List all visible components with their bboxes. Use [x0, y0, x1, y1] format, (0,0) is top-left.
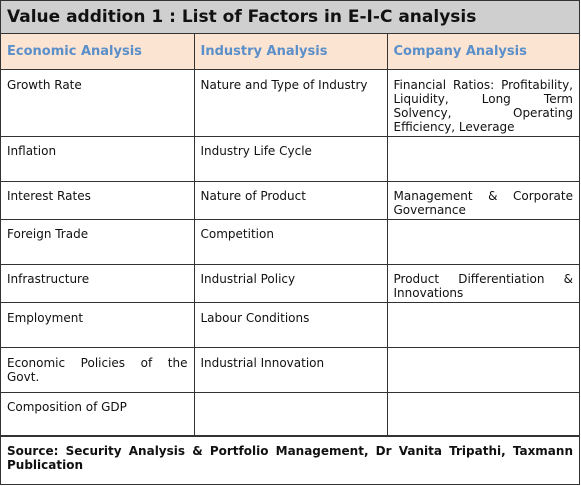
- economic-factor-cell: Inflation: [1, 136, 195, 182]
- source-citation: Source: Security Analysis & Portfolio Ma…: [1, 436, 579, 472]
- table-row: Economic Policies of the Govt. Industria…: [1, 347, 579, 393]
- company-factor-cell: [386, 347, 579, 393]
- company-factor-cell: Financial Ratios: Profitability, Liquidi…: [386, 69, 579, 137]
- header-row: Economic Analysis Industry Analysis Comp…: [1, 34, 579, 70]
- company-factor-cell: [386, 392, 579, 436]
- company-factor-cell: [386, 219, 579, 265]
- company-factor-cell: Management & Corporate Governance: [386, 181, 579, 220]
- economic-factor-cell: Economic Policies of the Govt.: [1, 347, 195, 393]
- economic-factor-cell: Growth Rate: [1, 69, 195, 137]
- economic-factor-cell: Interest Rates: [1, 181, 195, 220]
- header-industry-analysis: Industry Analysis: [193, 34, 388, 70]
- table-row: Interest Rates Nature of Product Managem…: [1, 181, 579, 220]
- industry-factor-cell: Industry Life Cycle: [193, 136, 388, 182]
- industry-factor-cell: Nature and Type of Industry: [193, 69, 388, 137]
- industry-factor-cell: Industrial Policy: [193, 264, 388, 303]
- industry-factor-cell: Nature of Product: [193, 181, 388, 220]
- economic-factor-cell: Infrastructure: [1, 264, 195, 303]
- table-row: Infrastructure Industrial Policy Product…: [1, 264, 579, 303]
- industry-factor-cell: Industrial Innovation: [193, 347, 388, 393]
- table-title: Value addition 1 : List of Factors in E-…: [7, 7, 477, 27]
- table-row: Employment Labour Conditions: [1, 302, 579, 348]
- industry-factor-cell: [193, 392, 388, 436]
- economic-factor-cell: Composition of GDP: [1, 392, 195, 436]
- header-company-analysis: Company Analysis: [386, 34, 579, 70]
- company-factor-cell: [386, 302, 579, 348]
- table-title-bar: Value addition 1 : List of Factors in E-…: [1, 1, 579, 34]
- economic-factor-cell: Foreign Trade: [1, 219, 195, 265]
- company-factor-cell: Product Differentiation & Innovations: [386, 264, 579, 303]
- table-row: Composition of GDP: [1, 392, 579, 436]
- header-economic-analysis: Economic Analysis: [1, 34, 195, 70]
- eic-factors-table: Economic Analysis Industry Analysis Comp…: [1, 34, 579, 436]
- table-row: Growth Rate Nature and Type of Industry …: [1, 69, 579, 137]
- industry-factor-cell: Competition: [193, 219, 388, 265]
- company-factor-cell: [386, 136, 579, 182]
- table-row: Inflation Industry Life Cycle: [1, 136, 579, 182]
- industry-factor-cell: Labour Conditions: [193, 302, 388, 348]
- table-row: Foreign Trade Competition: [1, 219, 579, 265]
- economic-factor-cell: Employment: [1, 302, 195, 348]
